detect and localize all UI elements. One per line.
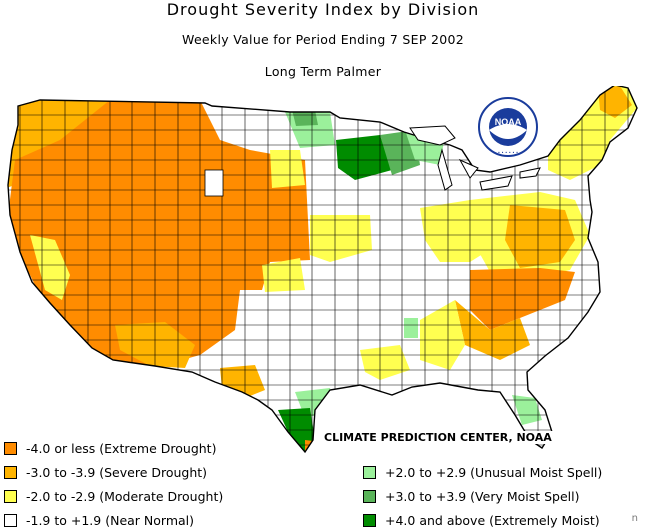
legend-swatch bbox=[363, 490, 376, 503]
legend-swatch bbox=[4, 514, 17, 527]
region-nd-very-moist bbox=[292, 110, 318, 126]
region-georgia-severe bbox=[455, 300, 530, 360]
region-maine-severe bbox=[598, 86, 632, 118]
legend-item: -4.0 or less (Extreme Drought) bbox=[4, 441, 216, 456]
legend-swatch bbox=[4, 490, 17, 503]
legend-swatch bbox=[363, 466, 376, 479]
region-gulf-moderate bbox=[360, 345, 410, 380]
region-minnesota-extremely-moist bbox=[336, 135, 392, 180]
corner-mark: n bbox=[631, 513, 638, 524]
legend-label: +3.0 to +3.9 (Very Moist Spell) bbox=[385, 489, 580, 504]
index-name: Long Term Palmer bbox=[264, 64, 382, 79]
region-florida-moist bbox=[512, 395, 542, 425]
legend-item: -1.9 to +1.9 (Near Normal) bbox=[4, 513, 194, 528]
legend-label: -4.0 or less (Extreme Drought) bbox=[26, 441, 217, 456]
legend-swatch bbox=[363, 514, 376, 527]
region-mid-atlantic-severe bbox=[505, 205, 575, 268]
credit-label: CLIMATE PREDICTION CENTER, NOAA bbox=[322, 431, 554, 444]
region-southeast-extreme bbox=[470, 268, 575, 330]
great-salt-lake bbox=[204, 169, 224, 197]
legend-item: +3.0 to +3.9 (Very Moist Spell) bbox=[363, 489, 580, 504]
legend-label: -3.0 to -3.9 (Severe Drought) bbox=[26, 465, 208, 480]
legend-label: +2.0 to +2.9 (Unusual Moist Spell) bbox=[385, 465, 603, 480]
map-title: Drought Severity Index by Division bbox=[166, 0, 480, 19]
region-plains-moderate bbox=[262, 258, 305, 292]
region-alabama-moderate bbox=[420, 300, 465, 370]
region-west-extreme bbox=[8, 100, 310, 366]
legend-label: -2.0 to -2.9 (Moderate Drought) bbox=[26, 489, 224, 504]
legend-item: +2.0 to +2.9 (Unusual Moist Spell) bbox=[363, 465, 602, 480]
region-mississippi-moist bbox=[404, 318, 418, 338]
legend-item: -3.0 to -3.9 (Severe Drought) bbox=[4, 465, 207, 480]
legend-swatch bbox=[4, 466, 17, 479]
us-climate-division-map bbox=[7, 86, 638, 453]
svg-text:• • • • • •: • • • • • • bbox=[498, 150, 519, 155]
region-california-moderate bbox=[30, 235, 70, 300]
great-lakes bbox=[409, 125, 541, 191]
map-subtitle: Weekly Value for Period Ending 7 SEP 200… bbox=[182, 32, 464, 47]
region-dakota-moderate bbox=[270, 150, 305, 188]
legend-swatch bbox=[4, 442, 17, 455]
legend-label: +4.0 and above (Extremely Moist) bbox=[385, 513, 600, 528]
noaa-logo-text: NOAA bbox=[495, 117, 522, 127]
noaa-logo: NOAA • • • • • • bbox=[478, 97, 538, 157]
legend-item: -2.0 to -2.9 (Moderate Drought) bbox=[4, 489, 223, 504]
legend-label: -1.9 to +1.9 (Near Normal) bbox=[26, 513, 195, 528]
legend-item: +4.0 and above (Extremely Moist) bbox=[363, 513, 600, 528]
